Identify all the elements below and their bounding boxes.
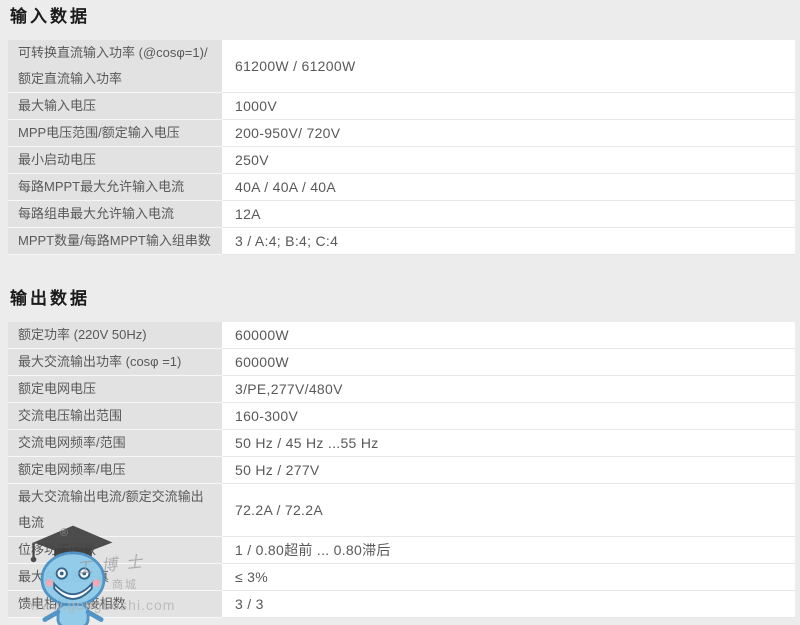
table-row: 每路组串最大允许输入电流 12A — [8, 201, 795, 228]
spec-label: 每路MPPT最大允许输入电流 — [8, 174, 222, 201]
input-spec-table: 可转换直流输入功率 (@cosφ=1)/额定直流输入功率 61200W / 612… — [8, 40, 795, 255]
table-row: 每路MPPT最大允许输入电流 40A / 40A / 40A — [8, 174, 795, 201]
spec-label: 额定电网频率/电压 — [8, 457, 222, 484]
table-row: 最大交流输出功率 (cosφ =1) 60000W — [8, 349, 795, 376]
spec-value: 60000W — [222, 322, 795, 349]
table-row: 最大交流输出电流/额定交流输出电流 72.2A / 72.2A — [8, 484, 795, 537]
table-row: 交流电压输出范围 160-300V — [8, 403, 795, 430]
spec-label: 最大输入电压 — [8, 93, 222, 120]
table-row: 额定功率 (220V 50Hz) 60000W — [8, 322, 795, 349]
spec-label: 最大总谐波失真 — [8, 564, 222, 591]
spec-label: 额定功率 (220V 50Hz) — [8, 322, 222, 349]
spec-label: 最小启动电压 — [8, 147, 222, 174]
spec-label: 最大交流输出功率 (cosφ =1) — [8, 349, 222, 376]
table-row: 馈电相数/连接相数 3 / 3 — [8, 591, 795, 618]
spec-value: 50 Hz / 45 Hz ...55 Hz — [222, 430, 795, 457]
section-title-input: 输入数据 — [10, 7, 90, 26]
spec-value: 60000W — [222, 349, 795, 376]
spec-value: 61200W / 61200W — [222, 40, 795, 93]
spec-value: 3/PE,277V/480V — [222, 376, 795, 403]
spec-value: 160-300V — [222, 403, 795, 430]
table-row: 位移功率因数 1 / 0.80超前 ... 0.80滞后 — [8, 537, 795, 564]
spec-label: 额定电网电压 — [8, 376, 222, 403]
spec-label: MPP电压范围/额定输入电压 — [8, 120, 222, 147]
spec-value: ≤ 3% — [222, 564, 795, 591]
spec-value: 72.2A / 72.2A — [222, 484, 795, 537]
spec-label: 交流电压输出范围 — [8, 403, 222, 430]
output-spec-table: 额定功率 (220V 50Hz) 60000W 最大交流输出功率 (cosφ =1)… — [8, 322, 795, 618]
table-row: 交流电网频率/范围 50 Hz / 45 Hz ...55 Hz — [8, 430, 795, 457]
spec-value: 250V — [222, 147, 795, 174]
spec-label: 馈电相数/连接相数 — [8, 591, 222, 618]
section-title-output: 输出数据 — [10, 289, 90, 308]
spec-value: 1000V — [222, 93, 795, 120]
spec-value: 3 / 3 — [222, 591, 795, 618]
table-row: 可转换直流输入功率 (@cosφ=1)/额定直流输入功率 61200W / 612… — [8, 40, 795, 93]
table-row: 最大输入电压 1000V — [8, 93, 795, 120]
spec-label: 可转换直流输入功率 (@cosφ=1)/额定直流输入功率 — [8, 40, 222, 93]
spec-value: 12A — [222, 201, 795, 228]
spec-label: 最大交流输出电流/额定交流输出电流 — [8, 484, 222, 537]
spec-value: 3 / A:4; B:4; C:4 — [222, 228, 795, 255]
spec-label: 每路组串最大允许输入电流 — [8, 201, 222, 228]
spec-label: MPPT数量/每路MPPT输入组串数 — [8, 228, 222, 255]
spec-value: 200-950V/ 720V — [222, 120, 795, 147]
spec-label: 交流电网频率/范围 — [8, 430, 222, 457]
spec-value: 1 / 0.80超前 ... 0.80滞后 — [222, 537, 795, 564]
table-row: MPPT数量/每路MPPT输入组串数 3 / A:4; B:4; C:4 — [8, 228, 795, 255]
table-row: 额定电网频率/电压 50 Hz / 277V — [8, 457, 795, 484]
table-row: 最大总谐波失真 ≤ 3% — [8, 564, 795, 591]
table-row: MPP电压范围/额定输入电压 200-950V/ 720V — [8, 120, 795, 147]
spec-value: 40A / 40A / 40A — [222, 174, 795, 201]
table-row: 额定电网电压 3/PE,277V/480V — [8, 376, 795, 403]
spec-value: 50 Hz / 277V — [222, 457, 795, 484]
spec-label: 位移功率因数 — [8, 537, 222, 564]
table-row: 最小启动电压 250V — [8, 147, 795, 174]
